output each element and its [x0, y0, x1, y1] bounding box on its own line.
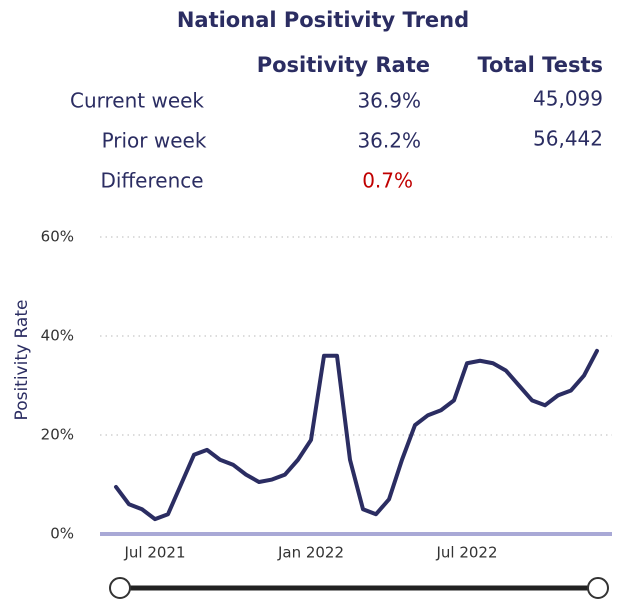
y-tick-label: 20%: [41, 426, 74, 444]
cell: 36.2%: [357, 129, 421, 153]
cell: 36.9%: [357, 89, 421, 113]
y-tick-label: 0%: [50, 525, 74, 543]
slider-handle[interactable]: [109, 577, 131, 599]
cell: 45,099: [533, 87, 603, 111]
cell: 56,442: [533, 127, 603, 151]
cell: 0.7%: [362, 169, 413, 193]
y-tick-label: 60%: [41, 228, 74, 246]
y-tick-label: 40%: [41, 327, 74, 345]
row-label: Current week: [70, 89, 204, 113]
line: [114, 348, 599, 522]
x-tick-label: Jul 2021: [123, 544, 185, 562]
row-label: Difference: [100, 169, 203, 193]
range-slider[interactable]: [109, 577, 609, 599]
x-tick-label: Jul 2022: [435, 544, 497, 562]
x-tick-label: Jan 2022: [277, 544, 344, 562]
y-axis-label: Positivity Rate: [12, 300, 32, 421]
column-header: Total Tests: [478, 53, 604, 77]
row-label: Prior week: [102, 129, 207, 153]
slider-handle[interactable]: [587, 577, 609, 599]
title: National Positivity Trend: [177, 8, 469, 32]
column-header: Positivity Rate: [257, 53, 430, 77]
